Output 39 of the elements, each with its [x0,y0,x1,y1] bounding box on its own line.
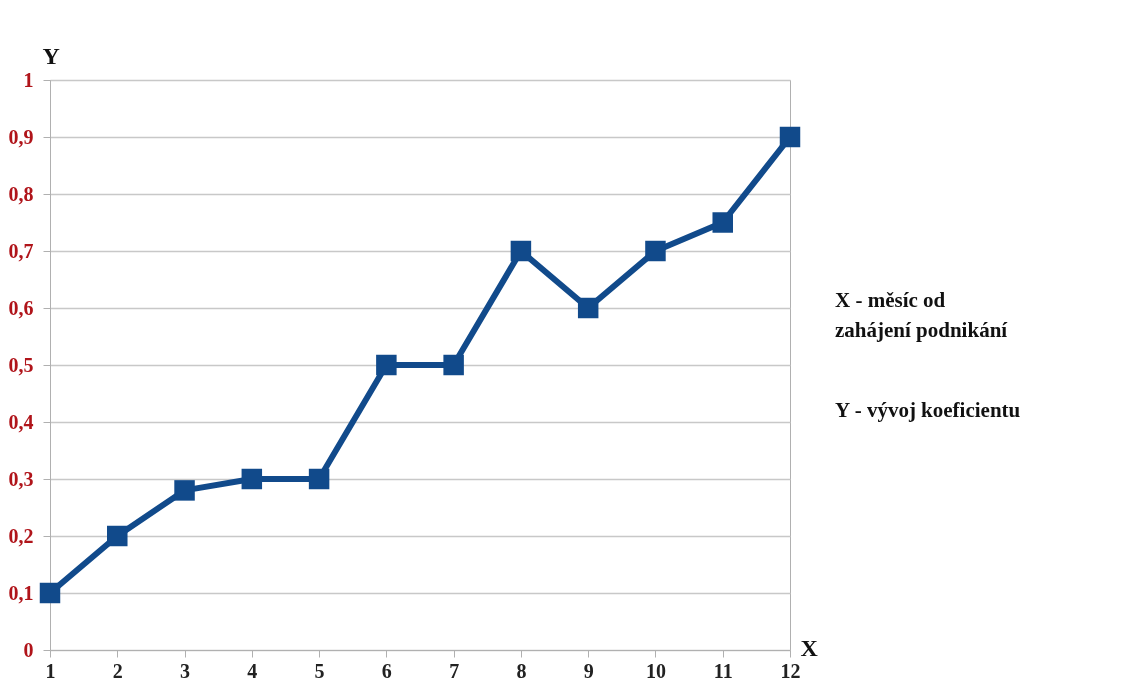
x-tick-label: 7 [449,659,460,679]
x-tick-label: 8 [516,659,527,679]
point [107,525,128,547]
x-tick-label: 5 [314,659,325,679]
x-tick-label: 2 [112,659,123,679]
y-tick-label: 0,3 [8,467,34,490]
point [577,297,599,319]
y-tick-label: 1 [23,68,34,91]
point [174,480,195,501]
point [645,240,666,262]
y-axis-title: Y [42,42,60,69]
y-tick-label: 0,8 [8,182,34,205]
x-tick-label: 12 [780,659,801,679]
y-tick-label: 0,6 [8,296,34,319]
x-tick-label: 10 [645,659,666,679]
point [241,468,263,490]
y-tick-label: 0,1 [8,581,34,604]
point [308,468,330,490]
x-tick-label: 1 [45,659,56,679]
point [39,582,61,604]
y-tick-label: 0,7 [8,239,34,262]
x-tick-label: 11 [713,659,733,679]
y-tick-label: 0,4 [8,410,34,433]
x-axis-title: X [800,634,819,661]
text: Y - vývoj koeficientu [835,398,1021,422]
x-tick-label: 4 [247,659,258,679]
point [779,126,801,148]
x-tick-label: 3 [180,659,191,679]
y-tick-label: 0,5 [8,353,34,376]
text: X - měsíc od zahájení podnikání [835,288,1009,342]
point [712,212,733,233]
point [376,354,397,376]
point [510,240,532,262]
x-tick-label: 6 [381,659,392,679]
x-tick-label: 9 [583,659,594,679]
point [443,354,464,376]
y-tick-label: 0,2 [8,524,34,547]
y-tick-label: 0,9 [8,125,34,148]
y-tick-label: 0 [23,638,34,661]
